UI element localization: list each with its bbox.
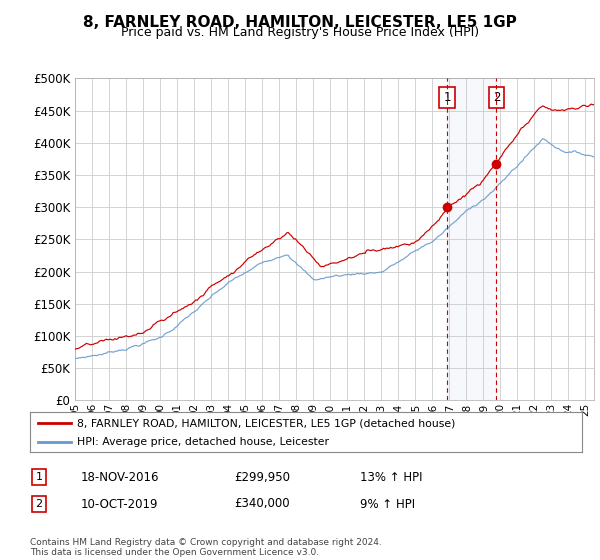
Text: 2: 2 [493,91,500,104]
Text: 8, FARNLEY ROAD, HAMILTON, LEICESTER, LE5 1GP: 8, FARNLEY ROAD, HAMILTON, LEICESTER, LE… [83,15,517,30]
Text: 9% ↑ HPI: 9% ↑ HPI [360,497,415,511]
Text: 2: 2 [35,499,43,509]
Text: 8, FARNLEY ROAD, HAMILTON, LEICESTER, LE5 1GP (detached house): 8, FARNLEY ROAD, HAMILTON, LEICESTER, LE… [77,418,455,428]
Text: Contains HM Land Registry data © Crown copyright and database right 2024.
This d: Contains HM Land Registry data © Crown c… [30,538,382,557]
Text: 10-OCT-2019: 10-OCT-2019 [81,497,158,511]
Text: 18-NOV-2016: 18-NOV-2016 [81,470,160,484]
Text: £340,000: £340,000 [234,497,290,511]
Text: £299,950: £299,950 [234,470,290,484]
Text: HPI: Average price, detached house, Leicester: HPI: Average price, detached house, Leic… [77,437,329,447]
Text: 1: 1 [443,91,451,104]
Bar [448,78,496,400]
Text: 13% ↑ HPI: 13% ↑ HPI [360,470,422,484]
Text: 1: 1 [35,472,43,482]
Text: Price paid vs. HM Land Registry's House Price Index (HPI): Price paid vs. HM Land Registry's House … [121,26,479,39]
